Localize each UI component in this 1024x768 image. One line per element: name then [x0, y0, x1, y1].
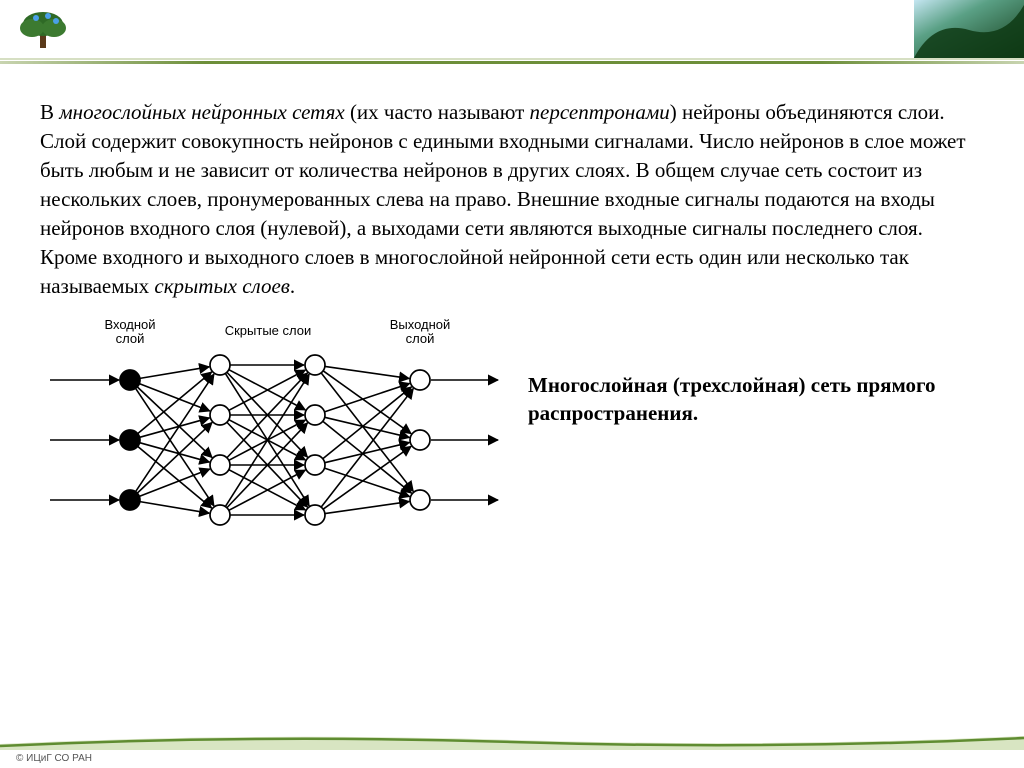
main-content: В многослойных нейронных сетях (их часто… — [0, 64, 1024, 555]
logo-icon — [14, 8, 72, 52]
para-text: В — [40, 100, 59, 124]
svg-text:слой: слой — [406, 331, 435, 346]
figure-caption: Многослойная (трехслойная) сеть прямого … — [528, 315, 948, 428]
header-foliage-decoration — [914, 0, 1024, 58]
header-rule-light — [0, 58, 1024, 60]
svg-text:Входной: Входной — [104, 317, 155, 332]
header-band — [0, 0, 1024, 64]
footer: © ИЦиГ СО РАН — [0, 718, 1024, 768]
svg-text:слой: слой — [116, 331, 145, 346]
header-rule — [0, 61, 1024, 64]
para-italic-1: многослойных нейронных сетях — [59, 100, 350, 124]
para-text: (их часто называют — [350, 100, 530, 124]
copyright-text: © ИЦиГ СО РАН — [16, 753, 92, 764]
para-text: . — [290, 274, 295, 298]
neural-network-diagram: ВходнойслойСкрытые слоиВыходнойслой — [40, 315, 500, 555]
svg-text:Скрытые слои: Скрытые слои — [225, 323, 312, 338]
para-text: ) нейроны объединяются слои. Слой содерж… — [40, 100, 966, 298]
para-italic-3: скрытых слоев — [154, 274, 290, 298]
para-italic-2: персептронами — [530, 100, 670, 124]
body-paragraph: В многослойных нейронных сетях (их часто… — [40, 98, 984, 301]
figure-row: ВходнойслойСкрытые слоиВыходнойслой Мног… — [40, 315, 984, 555]
svg-text:Выходной: Выходной — [390, 317, 451, 332]
footer-swoosh — [0, 730, 1024, 750]
